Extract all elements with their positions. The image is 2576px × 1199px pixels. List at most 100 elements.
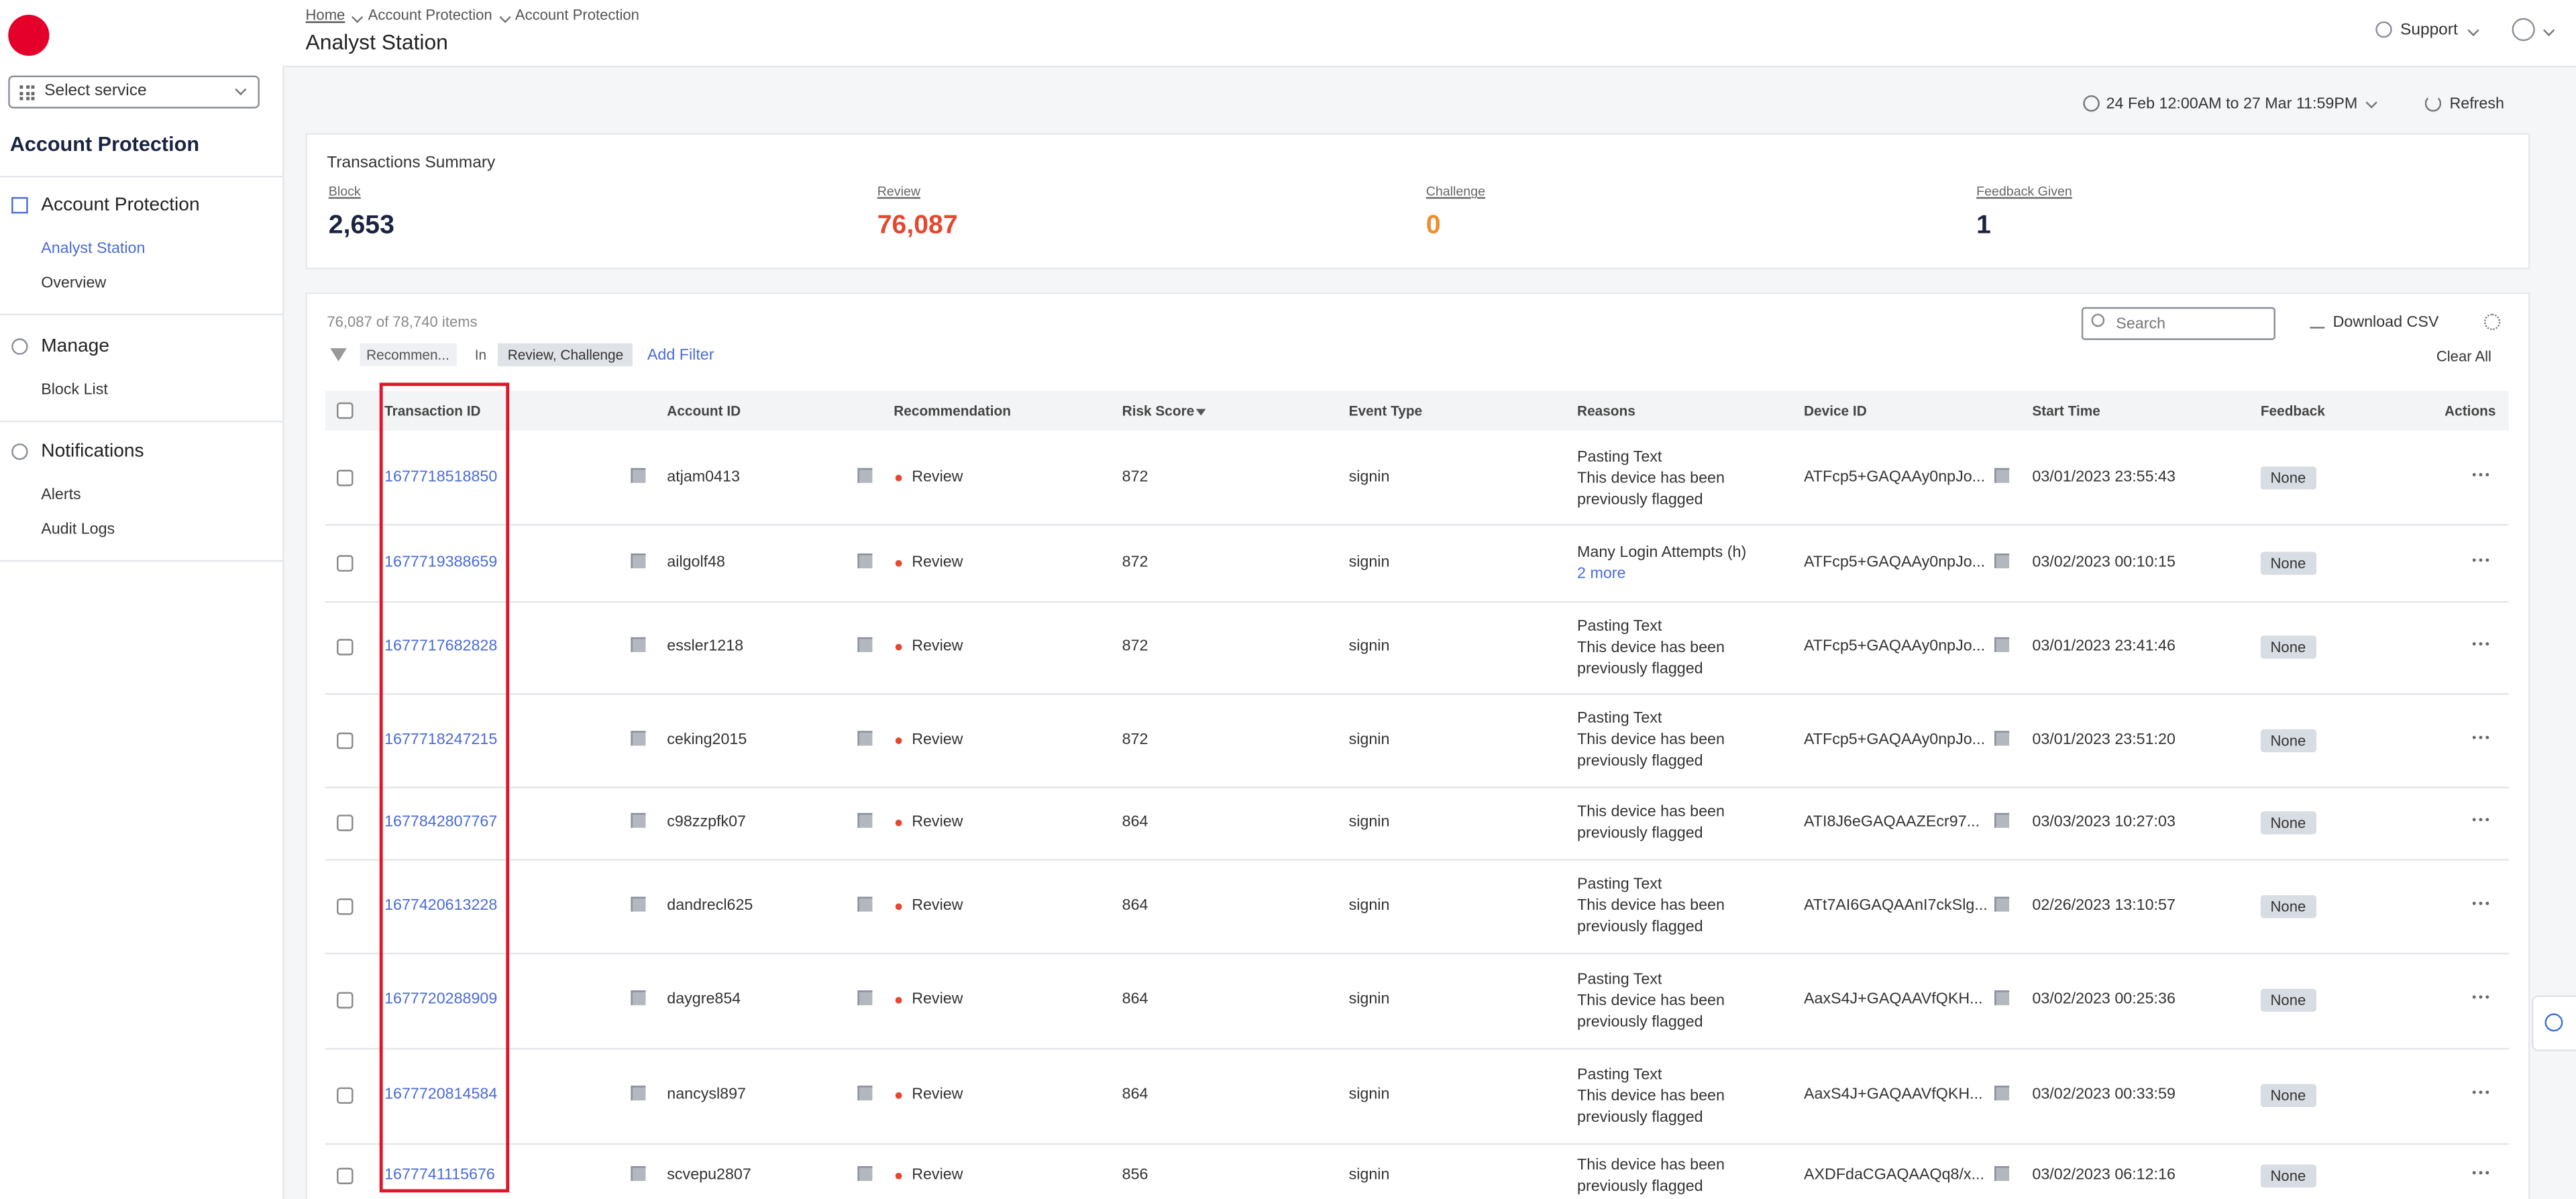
copy-icon[interactable] (857, 813, 873, 828)
transaction-id[interactable]: 1677741115676 (384, 1166, 495, 1185)
copy-icon[interactable] (857, 552, 873, 568)
checkbox[interactable] (337, 470, 354, 486)
nav-item[interactable]: Audit Logs (41, 521, 115, 539)
nav-item[interactable]: Block List (41, 380, 108, 399)
actions-dot[interactable] (2472, 558, 2477, 562)
copy-icon[interactable] (1994, 1166, 2010, 1182)
actions-dot[interactable] (2472, 735, 2477, 739)
nav-group-label[interactable]: Notifications (41, 441, 144, 462)
nav-item[interactable]: Overview (41, 274, 107, 293)
transaction-id[interactable]: 1677717682828 (384, 637, 498, 656)
actions-dot[interactable] (2479, 473, 2483, 477)
clear-all[interactable]: Clear All (2436, 348, 2491, 365)
copy-icon[interactable] (631, 813, 646, 828)
actions-dot[interactable] (2472, 900, 2477, 905)
copy-icon[interactable] (631, 468, 646, 483)
transaction-id[interactable]: 1677720288909 (384, 990, 498, 1009)
copy-icon[interactable] (1994, 990, 2010, 1006)
f5-logo[interactable] (8, 15, 50, 56)
copy-icon[interactable] (1994, 1086, 2010, 1101)
metric-label[interactable]: Challenge (1426, 184, 1485, 199)
service-select-text[interactable]: Select service (44, 82, 147, 101)
checkbox[interactable] (337, 897, 354, 915)
filter-field[interactable]: Recommen... (360, 343, 456, 366)
copy-icon[interactable] (1994, 813, 2010, 828)
copy-icon[interactable] (631, 637, 646, 652)
actions-dot[interactable] (2472, 818, 2477, 822)
copy-icon[interactable] (631, 730, 646, 745)
checkbox[interactable] (337, 1167, 354, 1185)
settings-icon[interactable] (2483, 313, 2501, 331)
actions-dot[interactable] (2479, 1171, 2483, 1176)
copy-icon[interactable] (1994, 637, 2010, 652)
user-icon[interactable] (2512, 17, 2535, 42)
actions-dot[interactable] (2479, 1090, 2483, 1095)
actions-dot[interactable] (2479, 735, 2483, 739)
metric-label[interactable]: Feedback Given (1976, 184, 2072, 199)
nav-item[interactable]: Analyst Station (41, 240, 146, 258)
column-header[interactable]: Risk Score (1122, 402, 1195, 419)
actions-dot[interactable] (2479, 642, 2483, 647)
actions-dot[interactable] (2479, 558, 2483, 562)
checkbox[interactable] (337, 815, 354, 831)
breadcrumb[interactable]: Home (305, 6, 345, 23)
service-select[interactable] (8, 75, 260, 109)
transaction-id[interactable]: 1677842807767 (384, 813, 498, 831)
actions-dot[interactable] (2485, 900, 2490, 905)
actions-dot[interactable] (2485, 642, 2490, 647)
date-range[interactable]: 24 Feb 12:00AM to 27 Mar 11:59PM (2106, 95, 2358, 113)
checkbox[interactable] (337, 554, 354, 571)
checkbox[interactable] (337, 639, 354, 656)
actions-dot[interactable] (2472, 473, 2477, 477)
actions-dot[interactable] (2472, 642, 2477, 647)
copy-icon[interactable] (1994, 896, 2010, 911)
nav-group-label[interactable]: Account Protection (41, 195, 200, 215)
more-reasons[interactable]: 2 more (1577, 564, 1626, 582)
copy-icon[interactable] (857, 637, 873, 652)
checkbox[interactable] (337, 992, 354, 1009)
copy-icon[interactable] (857, 730, 873, 745)
transaction-id[interactable]: 1677420613228 (384, 896, 498, 915)
copy-icon[interactable] (631, 552, 646, 568)
support-menu[interactable]: Support (2400, 21, 2458, 40)
actions-dot[interactable] (2479, 818, 2483, 822)
transaction-id[interactable]: 1677718518850 (384, 468, 498, 486)
copy-icon[interactable] (1994, 730, 2010, 745)
copy-icon[interactable] (857, 1086, 873, 1101)
checkbox[interactable] (337, 402, 354, 419)
transaction-id[interactable]: 1677719388659 (384, 552, 498, 571)
nav-item[interactable]: Alerts (41, 486, 81, 505)
transaction-id[interactable]: 1677720814584 (384, 1086, 498, 1104)
nav-group-label[interactable]: Manage (41, 336, 110, 357)
actions-dot[interactable] (2485, 995, 2490, 1000)
copy-icon[interactable] (857, 468, 873, 483)
actions-dot[interactable] (2485, 1090, 2490, 1095)
checkbox[interactable] (337, 1087, 354, 1104)
copy-icon[interactable] (1994, 552, 2010, 568)
add-filter[interactable]: Add Filter (647, 346, 714, 365)
actions-dot[interactable] (2485, 473, 2490, 477)
metric-label[interactable]: Block (328, 184, 361, 199)
download-button[interactable]: Download CSV (2332, 313, 2439, 332)
copy-icon[interactable] (631, 1086, 646, 1101)
copy-icon[interactable] (857, 990, 873, 1006)
search-input[interactable] (2081, 307, 2275, 340)
copy-icon[interactable] (631, 990, 646, 1006)
transaction-id[interactable]: 1677718247215 (384, 730, 498, 749)
actions-dot[interactable] (2485, 818, 2490, 822)
actions-dot[interactable] (2479, 900, 2483, 905)
breadcrumb[interactable]: Account Protection (368, 6, 492, 23)
copy-icon[interactable] (1994, 468, 2010, 483)
actions-dot[interactable] (2472, 1090, 2477, 1095)
actions-dot[interactable] (2479, 995, 2483, 1000)
actions-dot[interactable] (2472, 1171, 2477, 1176)
actions-dot[interactable] (2472, 995, 2477, 1000)
help-icon[interactable] (2544, 1013, 2563, 1032)
metric-label[interactable]: Review (877, 184, 921, 199)
actions-dot[interactable] (2485, 1171, 2490, 1176)
copy-icon[interactable] (857, 896, 873, 911)
copy-icon[interactable] (857, 1166, 873, 1182)
checkbox[interactable] (337, 731, 354, 749)
copy-icon[interactable] (631, 896, 646, 911)
copy-icon[interactable] (631, 1166, 646, 1182)
